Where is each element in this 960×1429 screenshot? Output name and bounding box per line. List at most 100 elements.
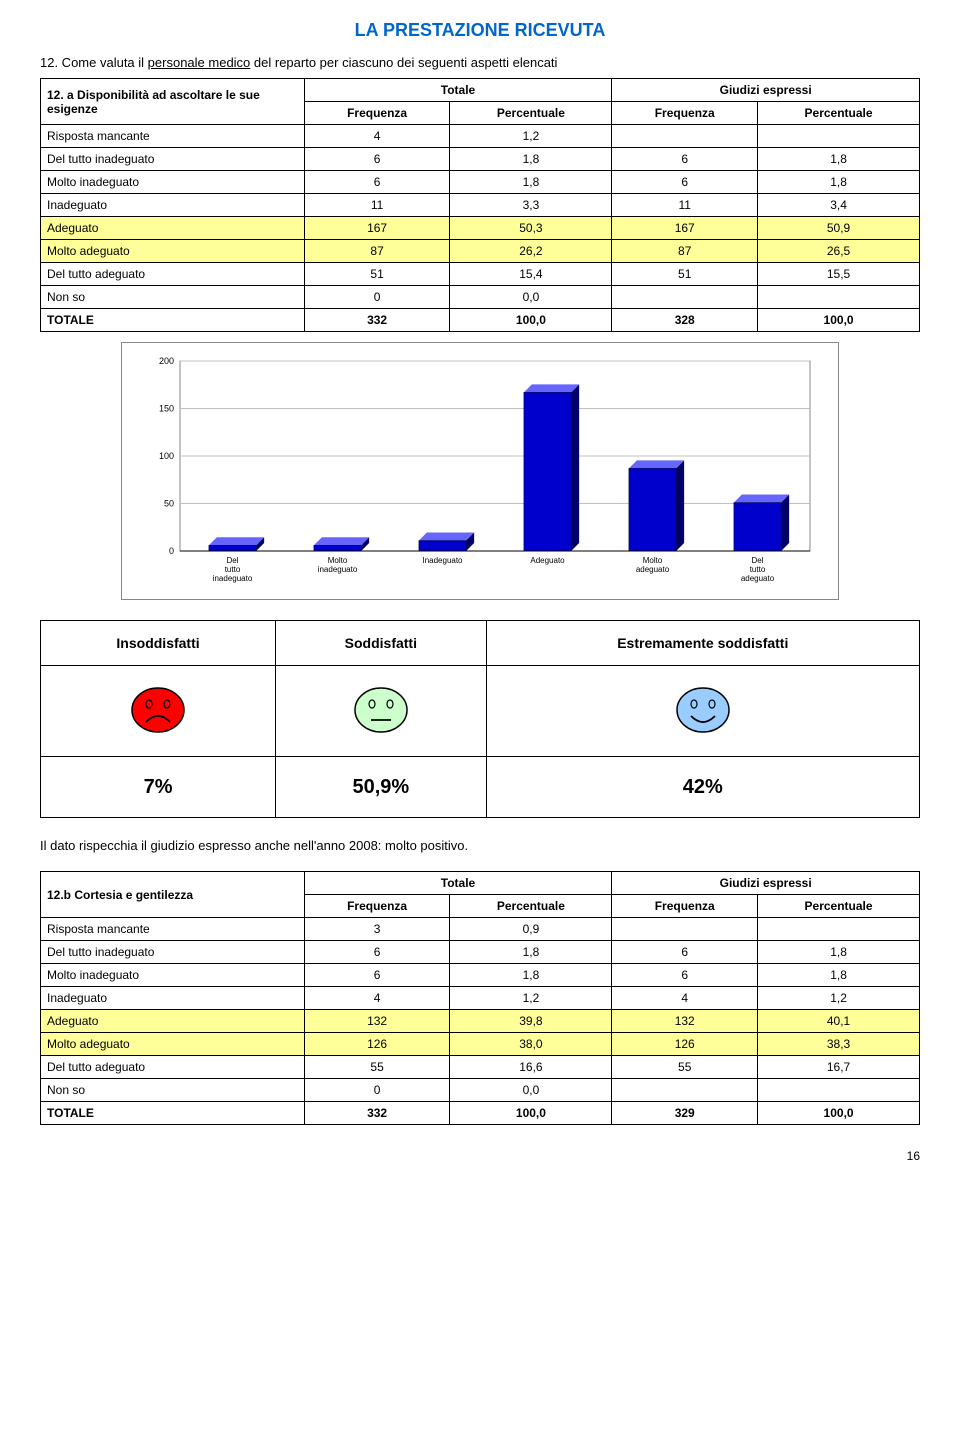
cell-p2: 1,2 [758, 987, 920, 1010]
q12-underline: personale medico [148, 55, 251, 70]
cell-f1: 0 [304, 286, 450, 309]
cell-p1: 1,2 [450, 125, 612, 148]
cell-f1: 6 [304, 964, 450, 987]
svg-text:Del: Del [226, 556, 238, 565]
question-12: 12. Come valuta il personale medico del … [40, 55, 920, 70]
svg-text:100: 100 [159, 451, 174, 461]
svg-text:inadeguato: inadeguato [213, 574, 253, 583]
cell-p2: 100,0 [758, 309, 920, 332]
bar-chart: 050100150200DeltuttoinadeguatoMoltoinade… [121, 342, 839, 600]
row-label: Inadeguato [41, 987, 305, 1010]
cell-p2: 1,8 [758, 148, 920, 171]
face-frown [41, 666, 276, 757]
row-label: TOTALE [41, 1102, 305, 1125]
row-label: Non so [41, 286, 305, 309]
svg-text:inadeguato: inadeguato [318, 565, 358, 574]
table-row: Inadeguato41,241,2 [41, 987, 920, 1010]
table-row: Del tutto adeguato5115,45115,5 [41, 263, 920, 286]
satisfaction-header-row: Insoddisfatti Soddisfatti Estremamente s… [41, 621, 920, 666]
cell-p2 [758, 1079, 920, 1102]
face-smile [486, 666, 919, 757]
svg-text:Molto: Molto [328, 556, 348, 565]
header-giudizi: Giudizi espressi [612, 872, 920, 895]
cell-f1: 6 [304, 148, 450, 171]
cell-f1: 55 [304, 1056, 450, 1079]
table-row: Molto inadeguato61,861,8 [41, 171, 920, 194]
row-label: Molto adeguato [41, 1033, 305, 1056]
header-totale: Totale [304, 79, 612, 102]
cell-f1: 132 [304, 1010, 450, 1033]
cell-p1: 1,8 [450, 148, 612, 171]
cell-p2: 38,3 [758, 1033, 920, 1056]
cell-f2: 329 [612, 1102, 758, 1125]
row-label: TOTALE [41, 309, 305, 332]
cell-p1: 100,0 [450, 1102, 612, 1125]
row-label: Risposta mancante [41, 125, 305, 148]
cell-p1: 1,8 [450, 964, 612, 987]
cell-p1: 1,8 [450, 171, 612, 194]
cell-p1: 3,3 [450, 194, 612, 217]
cell-p1: 100,0 [450, 309, 612, 332]
cell-p1: 26,2 [450, 240, 612, 263]
satisfaction-table: Insoddisfatti Soddisfatti Estremamente s… [40, 620, 920, 818]
cell-f2: 55 [612, 1056, 758, 1079]
page-title: LA PRESTAZIONE RICEVUTA [40, 20, 920, 41]
cell-p1: 38,0 [450, 1033, 612, 1056]
table-12a: 12. a Disponibilità ad ascoltare le sue … [40, 78, 920, 332]
cell-p2: 1,8 [758, 171, 920, 194]
svg-text:Adeguato: Adeguato [530, 556, 565, 565]
cell-f1: 0 [304, 1079, 450, 1102]
cell-f1: 6 [304, 171, 450, 194]
table-row: Molto adeguato12638,012638,3 [41, 1033, 920, 1056]
cell-f2: 167 [612, 217, 758, 240]
cell-p1: 16,6 [450, 1056, 612, 1079]
svg-text:0: 0 [169, 546, 174, 556]
header-perc: Percentuale [450, 102, 612, 125]
cell-p1: 0,0 [450, 286, 612, 309]
header-perc: Percentuale [450, 895, 612, 918]
cell-f2: 6 [612, 171, 758, 194]
row-label: Adeguato [41, 217, 305, 240]
row-label: Molto inadeguato [41, 171, 305, 194]
satisfaction-percent-row: 7% 50,9% 42% [41, 757, 920, 818]
cell-p2: 15,5 [758, 263, 920, 286]
row-label: Non so [41, 1079, 305, 1102]
header-giudizi: Giudizi espressi [612, 79, 920, 102]
cell-f1: 332 [304, 1102, 450, 1125]
table-row: Adeguato16750,316750,9 [41, 217, 920, 240]
cell-p2: 26,5 [758, 240, 920, 263]
table-row: Risposta mancante41,2 [41, 125, 920, 148]
cell-p2: 1,8 [758, 941, 920, 964]
satisfaction-face-row [41, 666, 920, 757]
cell-f2: 328 [612, 309, 758, 332]
cell-f1: 167 [304, 217, 450, 240]
cell-p1: 1,2 [450, 987, 612, 1010]
svg-text:Inadeguato: Inadeguato [422, 556, 463, 565]
header-estremamente: Estremamente soddisfatti [486, 621, 919, 666]
cell-f2 [612, 1079, 758, 1102]
row-label: Del tutto adeguato [41, 1056, 305, 1079]
cell-f2 [612, 286, 758, 309]
table-row: TOTALE332100,0329100,0 [41, 1102, 920, 1125]
pct-2: 42% [486, 757, 919, 818]
header-perc2: Percentuale [758, 895, 920, 918]
caption-text: Il dato rispecchia il giudizio espresso … [40, 838, 920, 853]
table-row: Inadeguato113,3113,4 [41, 194, 920, 217]
cell-f1: 126 [304, 1033, 450, 1056]
cell-p2: 50,9 [758, 217, 920, 240]
page-number: 16 [40, 1149, 920, 1163]
cell-f1: 3 [304, 918, 450, 941]
bar-chart-svg: 050100150200DeltuttoinadeguatoMoltoinade… [130, 351, 830, 591]
cell-f1: 4 [304, 987, 450, 1010]
cell-p2: 40,1 [758, 1010, 920, 1033]
cell-f1: 332 [304, 309, 450, 332]
cell-p2: 16,7 [758, 1056, 920, 1079]
svg-text:adeguato: adeguato [741, 574, 775, 583]
cell-f1: 51 [304, 263, 450, 286]
header-perc2: Percentuale [758, 102, 920, 125]
header-totale: Totale [304, 872, 612, 895]
table-row: Molto adeguato8726,28726,5 [41, 240, 920, 263]
cell-p1: 1,8 [450, 941, 612, 964]
cell-f2: 6 [612, 941, 758, 964]
row-label: Del tutto inadeguato [41, 941, 305, 964]
